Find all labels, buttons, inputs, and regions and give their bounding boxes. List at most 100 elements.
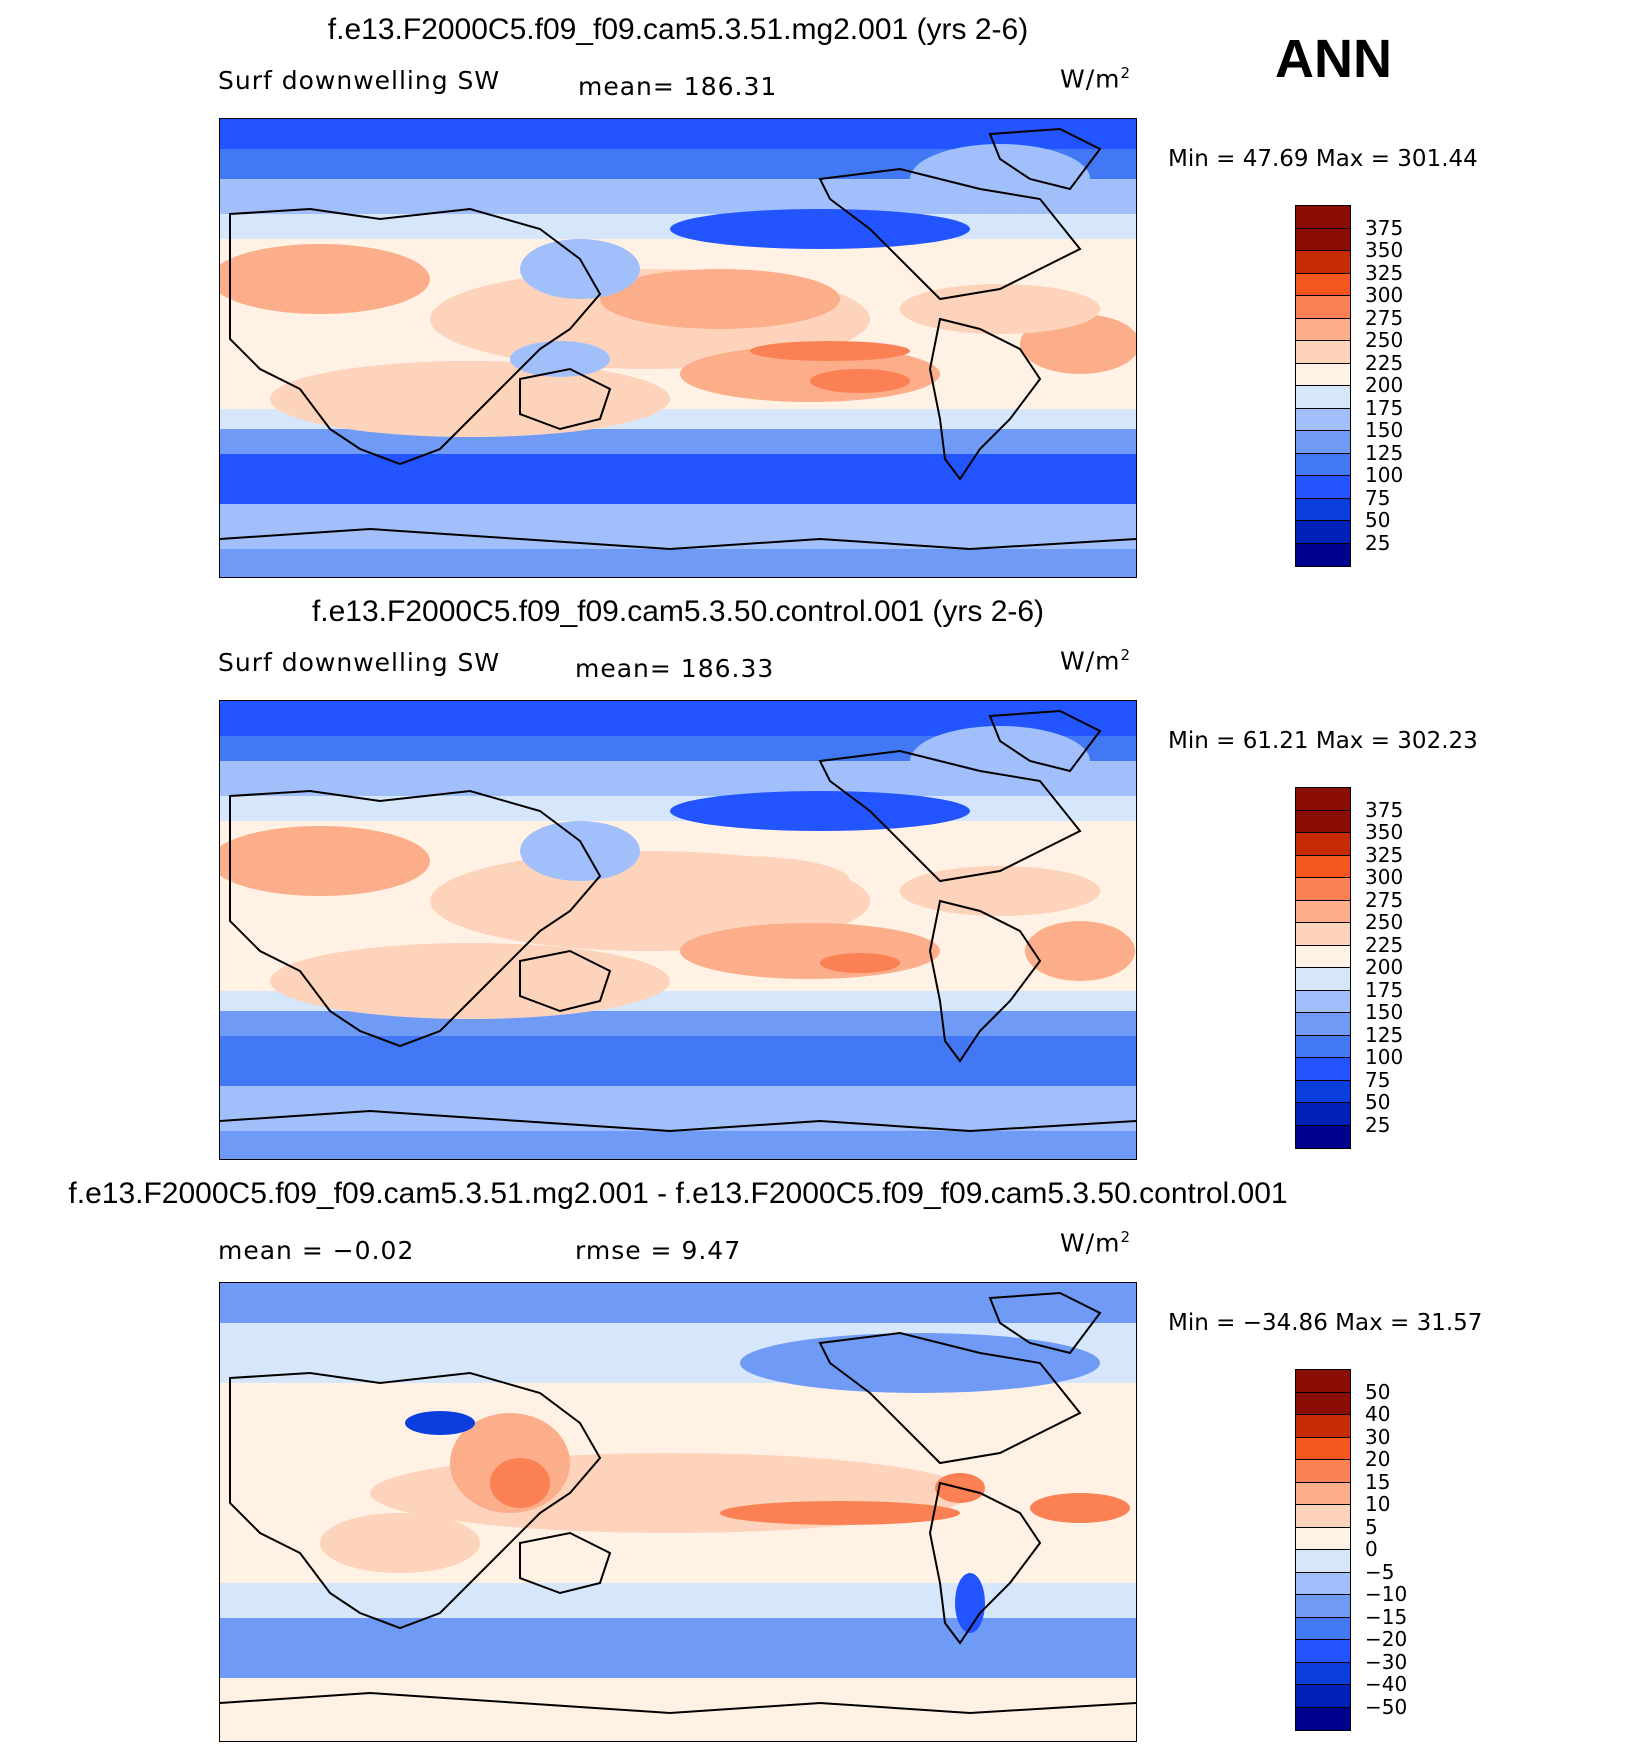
colorbar-tick-label: 125 xyxy=(1365,1022,1404,1047)
colorbar-segment xyxy=(1296,1617,1350,1640)
colorbar-segment xyxy=(1296,1058,1350,1081)
colorbar-segment xyxy=(1296,408,1350,431)
colorbar-tick-label: 325 xyxy=(1365,260,1404,285)
colorbar-segment xyxy=(1296,431,1350,454)
colorbar xyxy=(1295,787,1351,1149)
colorbar-tick-label: 375 xyxy=(1365,215,1404,240)
colorbar-tick-label: 275 xyxy=(1365,305,1404,330)
colorbar xyxy=(1295,205,1351,567)
rmse-label: rmse = 9.47 xyxy=(575,1236,742,1265)
map-field-svg xyxy=(220,119,1136,577)
colorbar-tick-label: 50 xyxy=(1365,1090,1391,1114)
colorbar-segment xyxy=(1296,296,1350,319)
colorbar-segment xyxy=(1296,923,1350,946)
colorbar-tick-label: 225 xyxy=(1365,932,1404,957)
colorbar-segment xyxy=(1296,363,1350,386)
colorbar-segment xyxy=(1296,1707,1350,1730)
colorbar-segment xyxy=(1296,1080,1350,1103)
mean-label: mean= 186.33 xyxy=(575,654,775,683)
colorbar-segment xyxy=(1296,788,1350,811)
colorbar-segment xyxy=(1296,1013,1350,1036)
colorbar-segment xyxy=(1296,1482,1350,1505)
min-max-label: Min = 61.21 Max = 302.23 xyxy=(1168,728,1478,754)
colorbar-segment xyxy=(1296,341,1350,364)
colorbar-segment xyxy=(1296,900,1350,923)
colorbar-tick-label: 100 xyxy=(1365,463,1404,487)
colorbar-segment xyxy=(1296,521,1350,544)
colorbar-tick-label: 300 xyxy=(1365,865,1404,889)
colorbar-segment xyxy=(1296,228,1350,251)
colorbar-tick-label: 125 xyxy=(1365,440,1404,465)
colorbar-segment xyxy=(1296,453,1350,476)
colorbar-tick-label: 15 xyxy=(1365,1469,1391,1494)
units-label: W/m2 xyxy=(1060,646,1132,676)
colorbar-segment xyxy=(1296,1505,1350,1528)
colorbar-tick-label: 175 xyxy=(1365,395,1404,420)
map-plot xyxy=(219,700,1137,1160)
colorbar-segment xyxy=(1296,833,1350,856)
colorbar-tick-label: 275 xyxy=(1365,887,1404,912)
mean-label: mean= 186.31 xyxy=(578,72,778,101)
colorbar xyxy=(1295,1369,1351,1731)
colorbar-tick-label: 25 xyxy=(1365,530,1391,555)
map-plot xyxy=(219,118,1137,578)
units-label: W/m2 xyxy=(1060,64,1132,94)
panel-title: f.e13.F2000C5.f09_f09.cam5.3.50.control.… xyxy=(311,595,1045,628)
colorbar-tick-label: 5 xyxy=(1365,1514,1378,1539)
colorbar-segment xyxy=(1296,476,1350,499)
colorbar-tick-label: −15 xyxy=(1365,1604,1408,1629)
colorbar-segment xyxy=(1296,1572,1350,1595)
colorbar-segment xyxy=(1296,1527,1350,1550)
colorbar-segment xyxy=(1296,878,1350,901)
colorbar-tick-label: 175 xyxy=(1365,977,1404,1002)
map-plot xyxy=(219,1282,1137,1742)
colorbar-segment xyxy=(1296,1595,1350,1618)
colorbar-segment xyxy=(1296,318,1350,341)
mean-label: mean = −0.02 xyxy=(218,1236,415,1265)
colorbar-segment xyxy=(1296,206,1350,229)
colorbar-tick-label: 75 xyxy=(1365,1067,1391,1092)
map-field-svg xyxy=(220,701,1136,1159)
colorbar-segment xyxy=(1296,1370,1350,1393)
panel-title: f.e13.F2000C5.f09_f09.cam5.3.51.mg2.001 … xyxy=(327,13,1029,46)
colorbar-segment xyxy=(1296,386,1350,409)
season-label: ANN xyxy=(1275,29,1392,89)
colorbar-tick-label: 200 xyxy=(1365,373,1404,397)
colorbar-segment xyxy=(1296,1662,1350,1685)
units-label: W/m2 xyxy=(1060,1228,1132,1258)
colorbar-segment xyxy=(1296,1103,1350,1126)
colorbar-tick-label: −50 xyxy=(1365,1694,1408,1719)
colorbar-segment xyxy=(1296,498,1350,521)
colorbar-tick-label: 20 xyxy=(1365,1447,1391,1471)
panel-title: f.e13.F2000C5.f09_f09.cam5.3.51.mg2.001 … xyxy=(68,1177,1288,1210)
colorbar-tick-label: 375 xyxy=(1365,797,1404,822)
colorbar-segment xyxy=(1296,1392,1350,1415)
colorbar-tick-label: 75 xyxy=(1365,485,1391,510)
colorbar-tick-label: 10 xyxy=(1365,1492,1391,1516)
colorbar-tick-label: 350 xyxy=(1365,238,1404,262)
colorbar-tick-label: −5 xyxy=(1365,1559,1395,1584)
map-field-svg xyxy=(220,1283,1136,1741)
colorbar-segment xyxy=(1296,968,1350,991)
colorbar-tick-label: 50 xyxy=(1365,508,1391,532)
colorbar-tick-label: 30 xyxy=(1365,1424,1391,1449)
colorbar-segment xyxy=(1296,273,1350,296)
colorbar-segment xyxy=(1296,855,1350,878)
colorbar-tick-label: 0 xyxy=(1365,1537,1378,1561)
colorbar-segment xyxy=(1296,1640,1350,1663)
colorbar-segment xyxy=(1296,251,1350,274)
colorbar-segment xyxy=(1296,810,1350,833)
colorbar-tick-label: 225 xyxy=(1365,350,1404,375)
colorbar-segment xyxy=(1296,543,1350,566)
colorbar-segment xyxy=(1296,1437,1350,1460)
colorbar-tick-label: −20 xyxy=(1365,1627,1408,1651)
colorbar-tick-label: 350 xyxy=(1365,820,1404,844)
colorbar-tick-label: 150 xyxy=(1365,418,1404,442)
colorbar-tick-label: 325 xyxy=(1365,842,1404,867)
min-max-label: Min = −34.86 Max = 31.57 xyxy=(1168,1310,1483,1336)
colorbar-tick-label: 200 xyxy=(1365,955,1404,979)
colorbar-segment xyxy=(1296,1125,1350,1148)
colorbar-segment xyxy=(1296,1550,1350,1573)
colorbar-tick-label: 250 xyxy=(1365,910,1404,934)
colorbar-tick-label: 100 xyxy=(1365,1045,1404,1069)
